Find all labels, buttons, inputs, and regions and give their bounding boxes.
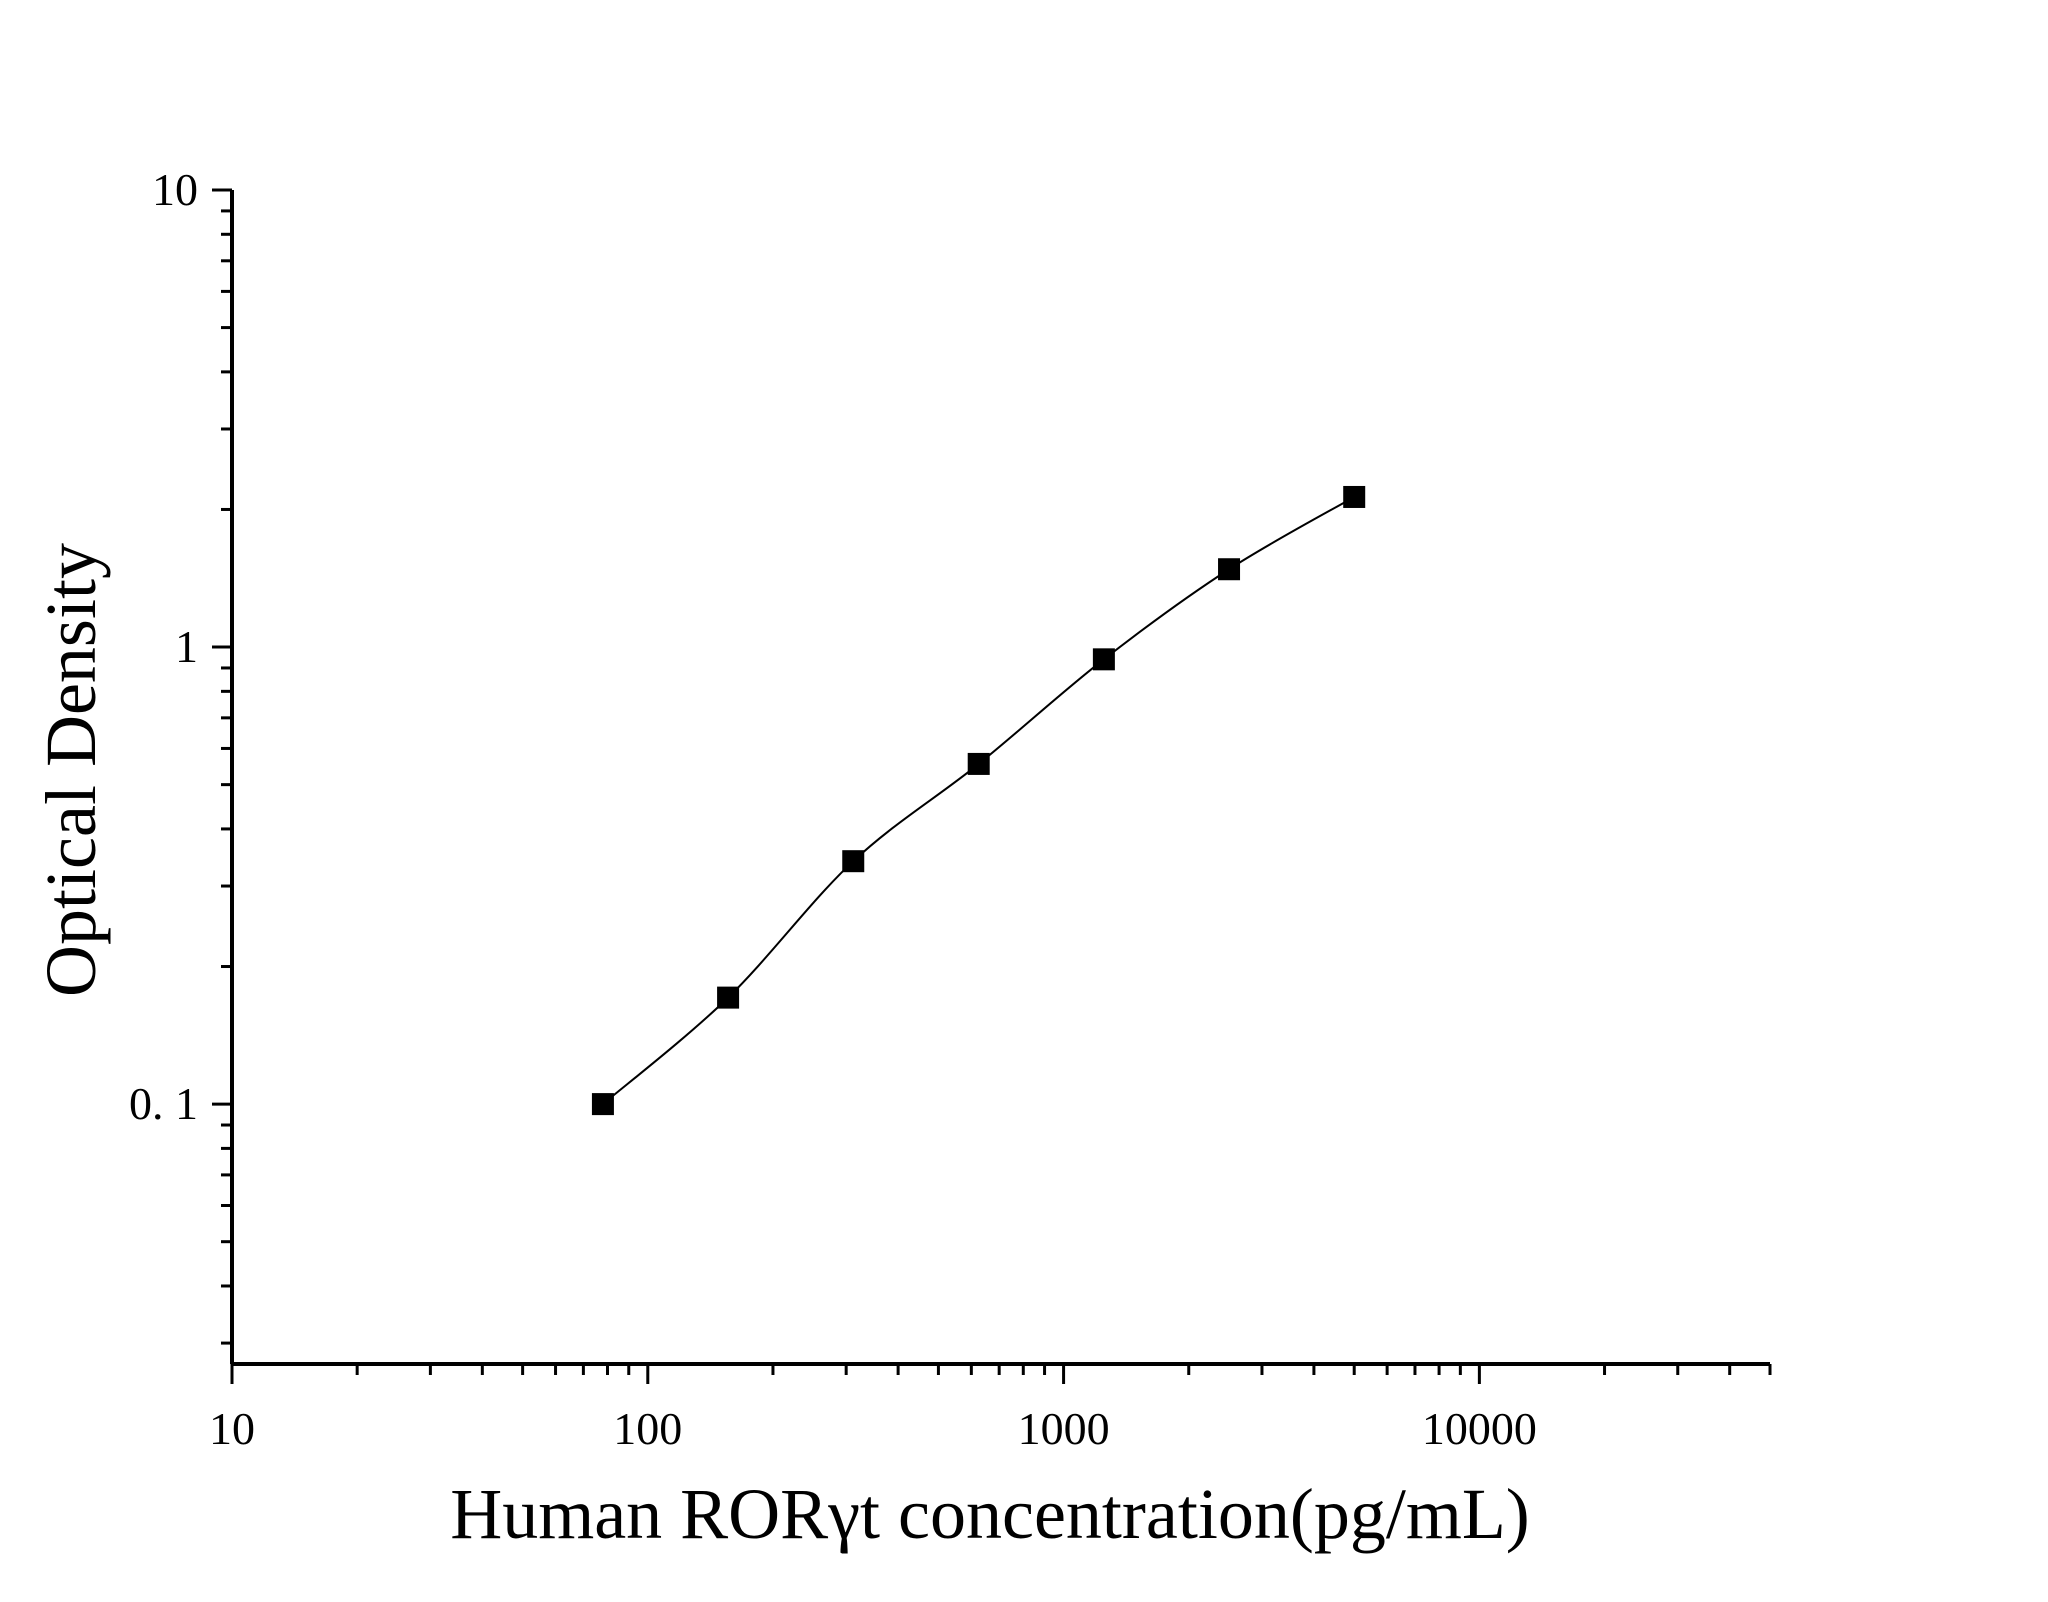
y-tick-label: 10 — [152, 164, 198, 215]
data-points — [591, 485, 1366, 1116]
x-tick-label: 10000 — [1422, 1403, 1537, 1454]
x-tick-label: 10 — [209, 1403, 255, 1454]
x-tick-label: 100 — [613, 1403, 682, 1454]
x-axis-ticks: 10 100 1000 10000 — [209, 1364, 1772, 1454]
y-tick-label: 1 — [175, 621, 198, 672]
data-point — [842, 850, 865, 873]
data-point — [1343, 485, 1366, 508]
y-axis-title: Optical Density — [31, 543, 111, 997]
x-tick-label: 1000 — [1018, 1403, 1110, 1454]
data-point — [1092, 648, 1115, 671]
fit-curve — [602, 496, 1355, 1105]
y-axis-ticks: 0. 1 1 10 — [129, 164, 232, 1345]
data-point — [591, 1093, 614, 1116]
fit-curve-group — [602, 496, 1355, 1105]
data-point — [1218, 558, 1241, 581]
y-tick-label: 0. 1 — [129, 1078, 198, 1129]
data-point — [967, 752, 990, 775]
axes — [230, 190, 1770, 1366]
data-point — [717, 986, 740, 1009]
x-axis-title: Human RORγt concentration(pg/mL) — [450, 1474, 1530, 1554]
